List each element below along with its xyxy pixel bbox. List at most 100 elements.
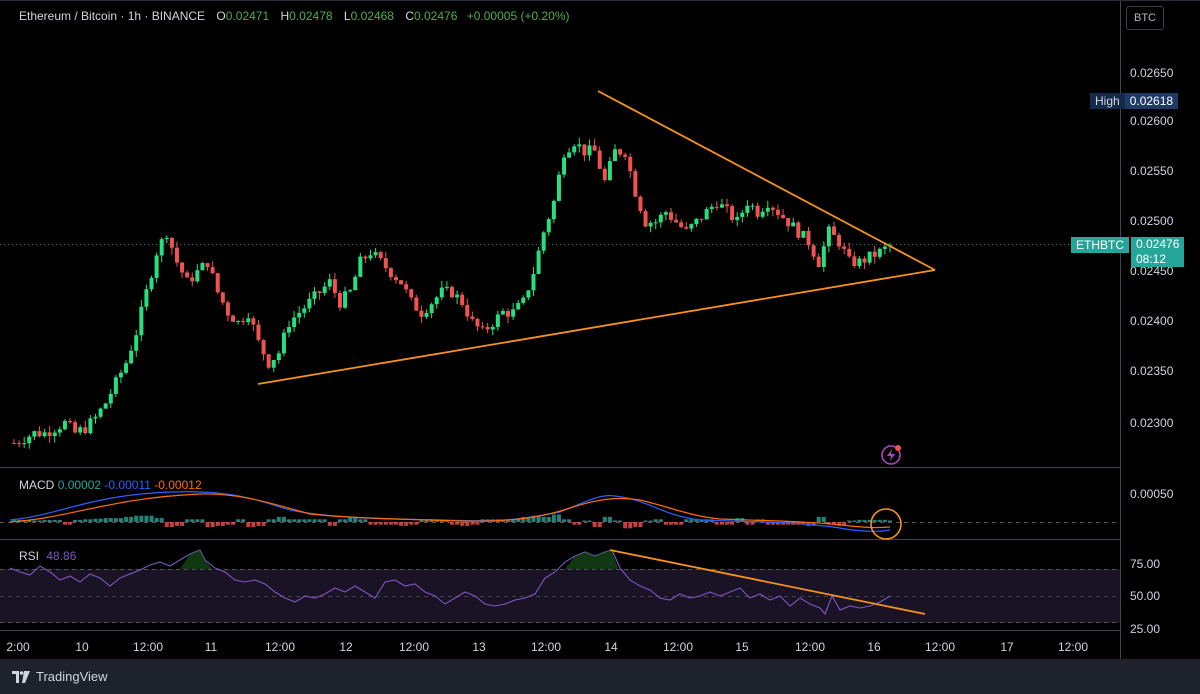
candle-body xyxy=(791,222,796,227)
candle-body xyxy=(327,279,332,287)
macd-histogram-bar xyxy=(419,519,424,522)
macd-signal-value: -0.00012 xyxy=(154,478,202,492)
macd-histogram-bar xyxy=(108,518,113,522)
macd-histogram-bar xyxy=(475,522,480,525)
tradingview-logo[interactable]: TradingView xyxy=(12,669,108,684)
macd-histogram-bar xyxy=(231,522,235,525)
candle-body xyxy=(210,267,215,274)
time-tick: 12:00 xyxy=(794,640,826,654)
price-tick: 0.02600 xyxy=(1130,114,1174,128)
macd-histogram-bar xyxy=(368,522,373,525)
macd-histogram-bar xyxy=(857,519,862,522)
time-tick: 15 xyxy=(735,640,749,654)
macd-histogram-bar xyxy=(541,516,546,522)
candle-body xyxy=(709,206,714,210)
candle-body xyxy=(740,212,745,217)
candle-body xyxy=(470,316,475,319)
candle-body xyxy=(414,297,419,311)
macd-histogram-bar xyxy=(531,515,536,522)
macd-histogram-bar xyxy=(750,522,755,525)
rsi-axis-tick: 25.00 xyxy=(1130,622,1161,636)
candle-body xyxy=(12,443,16,445)
macd-histogram-bar xyxy=(888,520,892,522)
candle-body xyxy=(42,432,47,437)
macd-histogram-bar xyxy=(73,519,78,522)
macd-histogram-bar xyxy=(831,522,836,525)
macd-histogram-bar xyxy=(618,520,623,522)
macd-histogram-bar xyxy=(424,519,429,522)
candle-body xyxy=(297,312,302,318)
candle-body xyxy=(434,297,439,305)
candle-body xyxy=(256,324,261,340)
macd-histogram-bar xyxy=(439,520,444,522)
macd-histogram-bar xyxy=(872,519,877,522)
macd-histogram-bar xyxy=(694,519,699,522)
candle-body xyxy=(271,359,276,368)
macd-histogram-bar xyxy=(725,522,730,525)
macd-histogram-bar xyxy=(256,522,261,526)
macd-histogram-bar xyxy=(801,522,806,525)
macd-histogram-bar xyxy=(643,520,648,522)
macd-histogram-bar xyxy=(689,519,694,522)
candle-body xyxy=(348,290,353,292)
macd-histogram-bar xyxy=(429,519,434,522)
currency-scale-button[interactable]: BTC xyxy=(1126,6,1164,30)
candle-body xyxy=(144,289,149,307)
macd-histogram-bar xyxy=(775,522,780,525)
macd-histogram-bar xyxy=(98,518,103,522)
candle-body xyxy=(674,219,679,223)
macd-histogram-bar xyxy=(567,519,572,522)
candle-body xyxy=(872,251,877,257)
chart-canvas[interactable] xyxy=(0,0,1200,659)
macd-histogram-bar xyxy=(399,522,404,526)
macd-histogram-bar xyxy=(32,520,37,522)
macd-histogram-bar xyxy=(521,516,526,522)
symbol-title[interactable]: Ethereum / Bitcoin · 1h · BINANCE xyxy=(19,9,206,23)
chart-legend: Ethereum / Bitcoin · 1h · BINANCE O0.024… xyxy=(19,9,569,23)
rsi-legend[interactable]: RSI 48.86 xyxy=(19,549,76,563)
candle-body xyxy=(180,262,185,273)
candle-body xyxy=(159,239,164,256)
candle-body xyxy=(653,222,658,224)
macd-histogram-bar xyxy=(536,515,541,522)
macd-histogram-bar xyxy=(62,522,67,525)
candle-body xyxy=(658,214,663,223)
macd-histogram-bar xyxy=(190,519,195,522)
macd-histogram-bar xyxy=(149,515,154,522)
macd-histogram-bar xyxy=(679,522,684,525)
candle-body xyxy=(684,226,689,229)
price-tick: 0.02400 xyxy=(1130,314,1174,328)
candle-body xyxy=(562,157,567,175)
time-tick: 16 xyxy=(867,640,881,654)
candle-body xyxy=(343,291,348,308)
macd-histogram-bar xyxy=(455,522,460,525)
candle-body xyxy=(837,234,842,247)
macd-legend[interactable]: MACD 0.00002 -0.00011 -0.00012 xyxy=(19,478,202,492)
macd-histogram-bar xyxy=(669,522,673,525)
macd-histogram-bar xyxy=(327,522,332,526)
candle-body xyxy=(37,431,42,437)
time-tick: 14 xyxy=(604,640,618,654)
macd-histogram-bar xyxy=(821,516,826,522)
candle-body xyxy=(393,277,398,281)
macd-histogram-bar xyxy=(562,519,567,522)
lightning-icon[interactable] xyxy=(880,444,902,466)
macd-histogram-bar xyxy=(12,519,16,522)
last-price-value: 0.02476 xyxy=(1136,237,1180,251)
tradingview-icon xyxy=(12,670,30,683)
macd-histogram-bar xyxy=(241,519,246,522)
candle-body xyxy=(169,237,174,248)
macd-histogram-bar xyxy=(551,514,556,522)
candle-body xyxy=(22,443,27,445)
price-tick: 0.02300 xyxy=(1130,416,1174,430)
macd-histogram-bar xyxy=(770,522,775,525)
macd-histogram-bar xyxy=(867,519,872,522)
macd-histogram-bar xyxy=(266,519,271,522)
candle-body xyxy=(62,420,67,430)
candle-body xyxy=(93,416,98,419)
time-tick: 12:00 xyxy=(132,640,164,654)
macd-histogram-bar xyxy=(210,522,215,528)
close-value: 0.02476 xyxy=(414,9,458,23)
candle-body xyxy=(730,206,735,221)
rsi-trendline xyxy=(609,549,926,615)
